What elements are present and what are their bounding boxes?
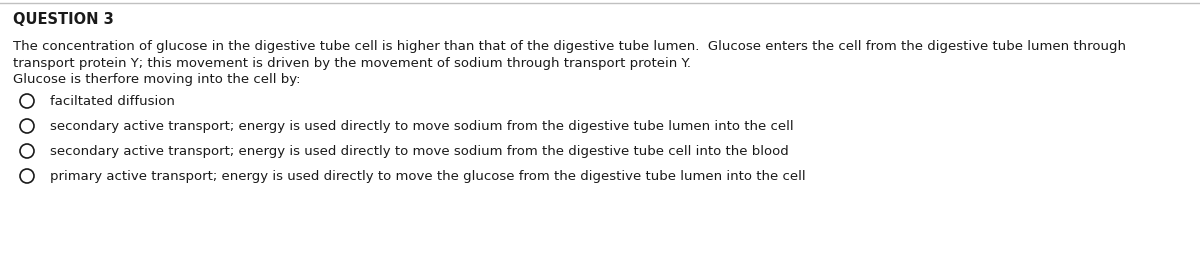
Text: secondary active transport; energy is used directly to move sodium from the dige: secondary active transport; energy is us…: [50, 145, 788, 158]
Text: The concentration of glucose in the digestive tube cell is higher than that of t: The concentration of glucose in the dige…: [13, 40, 1126, 53]
Text: Glucose is therfore moving into the cell by:: Glucose is therfore moving into the cell…: [13, 73, 300, 86]
Text: faciltated diffusion: faciltated diffusion: [50, 95, 175, 108]
Text: primary active transport; energy is used directly to move the glucose from the d: primary active transport; energy is used…: [50, 170, 805, 183]
Text: transport protein Y; this movement is driven by the movement of sodium through t: transport protein Y; this movement is dr…: [13, 57, 691, 70]
Text: secondary active transport; energy is used directly to move sodium from the dige: secondary active transport; energy is us…: [50, 120, 793, 133]
Text: QUESTION 3: QUESTION 3: [13, 12, 114, 27]
